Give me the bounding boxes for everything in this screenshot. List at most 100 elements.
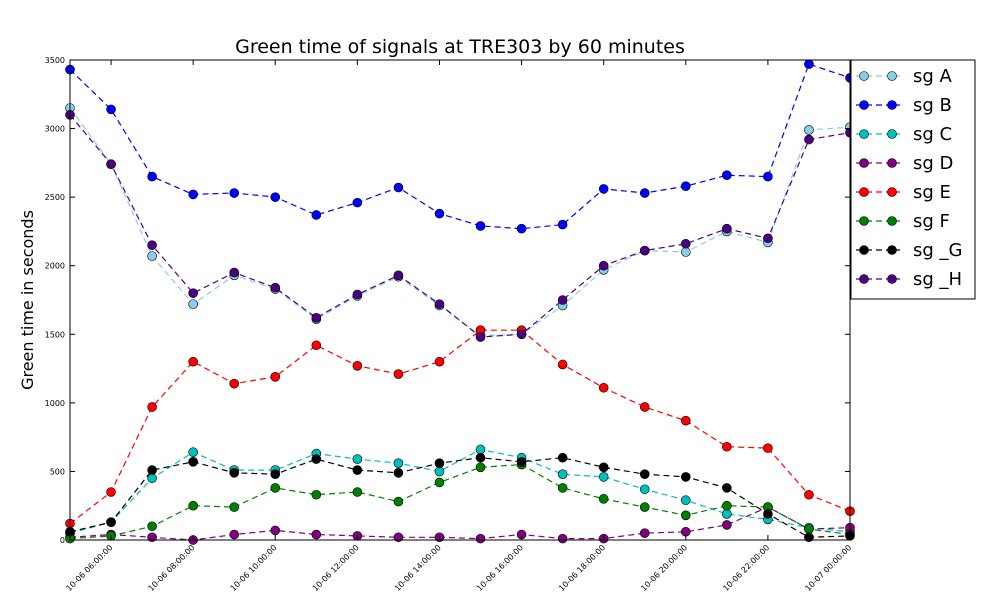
data-point-sg-f (639, 502, 650, 512)
legend-marker (887, 187, 897, 197)
data-point-sg-b (393, 182, 404, 193)
data-point-sg-e (229, 378, 240, 389)
data-point-sg-h (311, 313, 322, 323)
data-point-sg-g (598, 462, 609, 473)
data-point-sg-e (557, 359, 568, 370)
data-point-sg-g (270, 469, 281, 479)
data-point-sg-d (722, 520, 732, 530)
data-point-sg-a (680, 247, 691, 257)
data-point-sg-g (475, 452, 486, 463)
data-point-sg-c (188, 447, 198, 458)
data-point-sg-b (229, 188, 240, 198)
data-point-sg-e (639, 402, 650, 412)
data-point-sg-b (188, 189, 198, 200)
data-point-sg-h (804, 134, 814, 145)
data-point-sg-b (639, 188, 650, 198)
data-point-sg-g (352, 465, 363, 475)
data-point-sg-f (393, 496, 404, 507)
data-point-sg-e (598, 382, 609, 393)
data-point-sg-e (763, 443, 773, 453)
y-tick-label: 500 (50, 467, 65, 476)
y-tick-label: 1500 (45, 330, 65, 339)
data-point-sg-g (311, 454, 322, 464)
data-point-sg-f (147, 521, 157, 532)
data-point-sg-g (516, 457, 527, 467)
data-point-sg-b (722, 170, 732, 180)
data-point-sg-h (680, 238, 691, 249)
data-point-sg-c (639, 484, 650, 495)
legend-marker (859, 71, 869, 81)
legend-marker (859, 158, 869, 168)
data-point-sg-h (106, 159, 116, 170)
series-line-sg-b (69, 63, 851, 230)
legend-label: sg F (913, 211, 950, 232)
legend-marker (887, 216, 897, 226)
data-point-sg-e (352, 361, 363, 371)
y-tick-label: 3000 (45, 125, 65, 134)
legend-marker (859, 129, 869, 139)
legend-marker (887, 274, 897, 284)
y-tick-label: 2500 (45, 193, 65, 202)
data-point-sg-a (147, 251, 157, 261)
data-point-sg-f (804, 524, 814, 534)
data-point-sg-b (598, 184, 609, 194)
data-point-sg-c (147, 473, 157, 484)
data-point-sg-b (763, 171, 773, 182)
legend-marker (859, 187, 869, 197)
legend-marker (859, 274, 869, 284)
data-point-sg-e (804, 489, 814, 500)
data-point-sg-e (147, 402, 157, 412)
data-point-sg-h (270, 282, 281, 293)
data-point-sg-f (229, 502, 240, 512)
data-point-sg-g (188, 457, 198, 467)
series-line-sg-a (69, 107, 851, 337)
data-point-sg-b (516, 223, 527, 234)
data-point-sg-f (680, 510, 691, 521)
data-point-sg-h (516, 329, 527, 340)
data-point-sg-b (475, 221, 486, 231)
legend-marker (859, 216, 869, 226)
data-point-sg-h (434, 299, 445, 309)
data-point-sg-e (434, 356, 445, 367)
data-point-sg-g (557, 452, 568, 463)
data-point-sg-e (722, 441, 732, 452)
data-point-sg-f (188, 500, 198, 511)
data-point-sg-b (557, 219, 568, 230)
data-point-sg-d (311, 529, 322, 540)
data-point-sg-c (475, 444, 486, 455)
legend-label: sg B (913, 95, 952, 116)
legend-box (850, 59, 976, 300)
legend-label: sg D (913, 153, 953, 174)
data-point-sg-e (680, 415, 691, 426)
data-point-sg-b (106, 104, 116, 115)
data-point-sg-f (557, 483, 568, 493)
data-point-sg-h (639, 245, 650, 256)
data-point-sg-h (722, 223, 732, 234)
data-point-sg-b (680, 181, 691, 191)
data-point-sg-d (270, 525, 281, 536)
series-line-sg-g (69, 457, 851, 538)
data-point-sg-h (188, 288, 198, 298)
legend: sg A sg B sg C sg D sg E sg F sg _Gsg _H (850, 59, 976, 300)
data-point-sg-a (804, 125, 814, 135)
data-point-sg-f (475, 462, 486, 473)
data-point-sg-a (188, 299, 198, 309)
data-point-sg-b (804, 59, 814, 69)
data-point-sg-g (722, 483, 732, 493)
data-point-sg-d (229, 529, 240, 540)
data-point-sg-h (557, 295, 568, 305)
data-point-sg-b (311, 210, 322, 220)
data-point-sg-g (680, 472, 691, 482)
data-point-sg-b (352, 197, 363, 208)
legend-label: sg A (913, 66, 953, 87)
series-line-sg-d (69, 506, 851, 541)
legend-label: sg C (913, 124, 952, 145)
series-line-sg-c (69, 448, 851, 534)
data-point-sg-g (393, 467, 404, 478)
data-point-sg-b (434, 208, 445, 219)
data-point-sg-g (434, 458, 445, 469)
data-point-sg-f (598, 494, 609, 504)
chart-title: Green time of signals at TRE303 by 60 mi… (235, 36, 685, 58)
